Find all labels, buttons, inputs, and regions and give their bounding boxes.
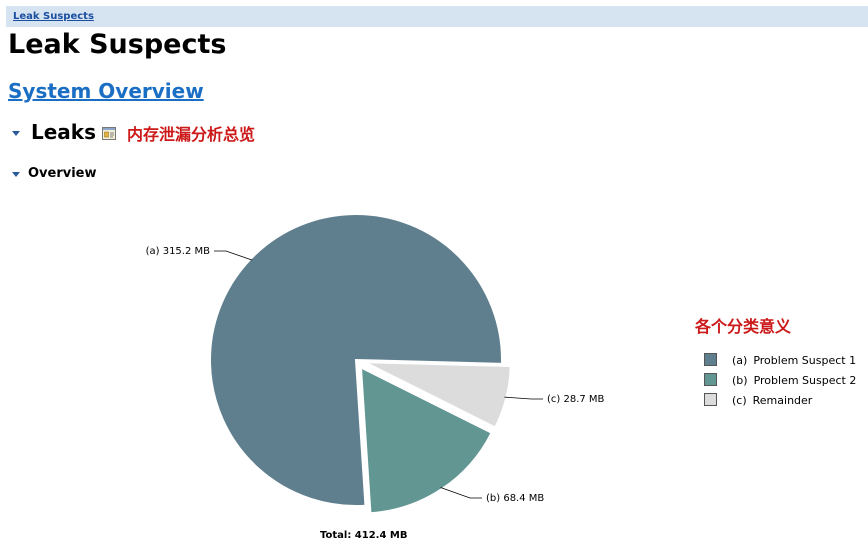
legend-swatch-remainder bbox=[704, 393, 717, 406]
legend-swatch-problem-suspect-1 bbox=[704, 353, 717, 366]
leaks-collapse-toggle-icon[interactable] bbox=[12, 131, 20, 136]
legend-label: Remainder bbox=[752, 394, 813, 407]
leak-suspects-pie-chart: (a) 315.2 MB (b) 68.4 MB (c) 28.7 MB bbox=[146, 213, 605, 515]
overview-heading: Overview bbox=[28, 166, 97, 181]
legend-label: Problem Suspect 2 bbox=[753, 374, 857, 387]
breadcrumb-link-leak-suspects[interactable]: Leak Suspects bbox=[13, 11, 94, 22]
data-label-remainder: (c) 28.7 MB bbox=[547, 394, 605, 405]
legend-tag: (a) bbox=[732, 354, 748, 367]
leaks-annotation: 内存泄漏分析总览 bbox=[127, 125, 256, 144]
legend-tag: (b) bbox=[732, 374, 748, 387]
legend-annotation: 各个分类意义 bbox=[695, 317, 792, 336]
data-label-problem-suspect-1: (a) 315.2 MB bbox=[146, 246, 211, 257]
legend-tag: (c) bbox=[732, 394, 747, 407]
leaks-heading: Leaks bbox=[31, 120, 97, 144]
data-label-problem-suspect-2: (b) 68.4 MB bbox=[486, 493, 544, 504]
leader-line-problem-suspect-2 bbox=[440, 487, 482, 499]
legend-label: Problem Suspect 1 bbox=[753, 354, 857, 367]
breadcrumb-bar: Leak Suspects bbox=[6, 6, 868, 27]
leader-line-remainder bbox=[504, 396, 543, 400]
leader-line-problem-suspect-1 bbox=[214, 250, 253, 261]
legend-swatch-problem-suspect-2 bbox=[704, 373, 717, 386]
pie-slice-problem-suspect-1 bbox=[209, 213, 503, 507]
page-title: Leak Suspects bbox=[8, 29, 227, 60]
chart-total-label: Total: 412.4 MB bbox=[320, 530, 408, 541]
system-overview-link[interactable]: System Overview bbox=[8, 79, 204, 103]
pie-slice-problem-suspect-2 bbox=[359, 365, 493, 515]
details-icon[interactable] bbox=[102, 127, 116, 140]
overview-collapse-toggle-icon[interactable] bbox=[12, 172, 20, 177]
